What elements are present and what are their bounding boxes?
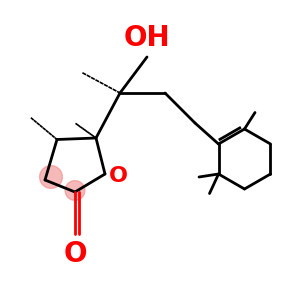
Text: O: O	[109, 166, 128, 185]
Circle shape	[65, 181, 85, 200]
Text: OH: OH	[124, 25, 170, 52]
Text: O: O	[63, 240, 87, 268]
Circle shape	[40, 166, 62, 188]
